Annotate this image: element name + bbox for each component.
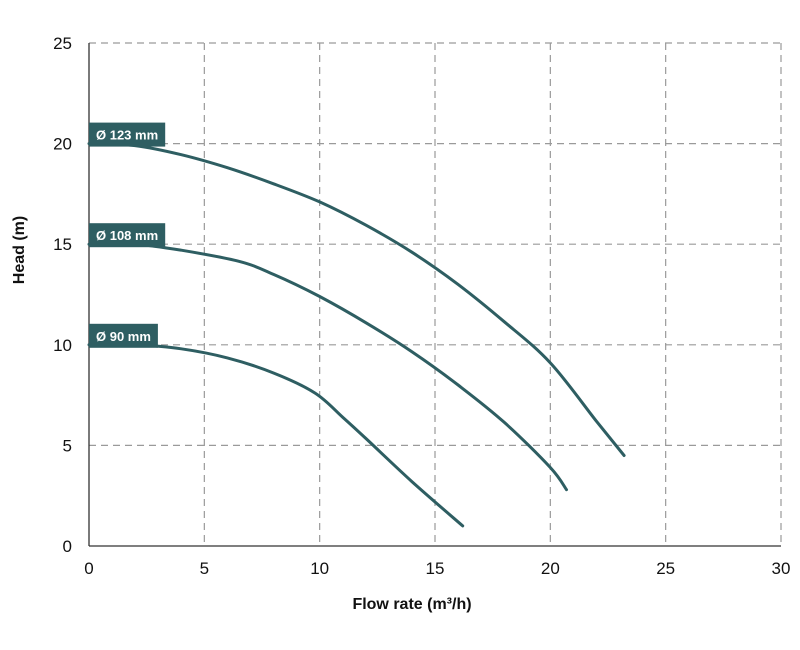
series-lines (87, 142, 626, 528)
series-label-1: Ø 108 mm (89, 223, 166, 248)
series-label-2: Ø 90 mm (89, 323, 158, 348)
series-line-1 (87, 242, 568, 492)
tick-labels: 0 5 10 15 20 25 30 0 5 10 15 20 25 (53, 34, 790, 578)
y-tick-label: 0 (63, 537, 72, 556)
y-tick-label: 10 (53, 336, 72, 355)
y-tick-label: 15 (53, 235, 72, 254)
x-tick-label: 25 (656, 559, 675, 578)
x-tick-label: 5 (200, 559, 209, 578)
x-tick-label: 15 (426, 559, 445, 578)
y-tick-label: 20 (53, 135, 72, 154)
series-label-box (89, 323, 158, 348)
y-tick-label: 25 (53, 34, 72, 53)
series-label-box (89, 223, 166, 248)
series-label-box (89, 122, 166, 147)
x-tick-label: 0 (84, 559, 93, 578)
series-label-text: Ø 108 mm (96, 228, 158, 243)
series-labels: Ø 123 mm Ø 108 mm Ø 90 mm (89, 122, 166, 348)
series-label-text: Ø 90 mm (96, 329, 151, 344)
grid-lines (89, 42, 782, 546)
series-label-0: Ø 123 mm (89, 122, 166, 147)
y-tick-label: 5 (63, 436, 72, 455)
x-axis-title: Flow rate (m³/h) (352, 596, 471, 613)
series-label-text: Ø 123 mm (96, 128, 158, 143)
y-axis-title: Head (m) (11, 216, 28, 284)
series-line-0 (87, 142, 626, 457)
x-tick-label: 20 (541, 559, 560, 578)
series-line-2 (87, 342, 465, 528)
x-tick-label: 30 (772, 559, 791, 578)
x-tick-label: 10 (310, 559, 329, 578)
